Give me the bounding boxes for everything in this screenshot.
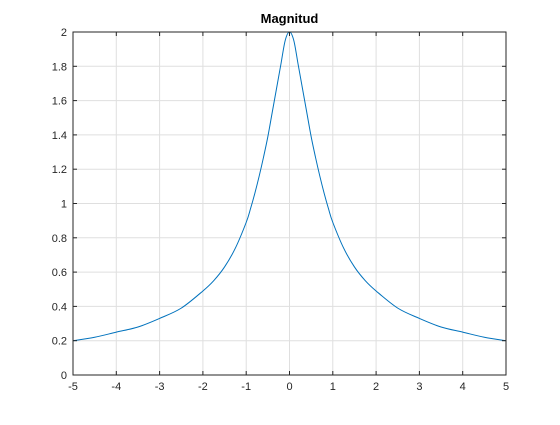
x-tick-label: 0 [286,381,292,393]
y-tick-label: 1.2 [52,164,67,176]
x-tick-label: -1 [241,381,251,393]
y-tick-label: 1.4 [52,130,67,142]
y-tick-label: 0 [61,370,67,382]
y-tick-label: 1.6 [52,96,67,108]
y-tick-label: 0.4 [52,301,67,313]
x-tick-label: -2 [198,381,208,393]
x-tick-label: 4 [460,381,466,393]
y-tick-label: 2 [61,27,67,39]
y-tick-label: 0.8 [52,233,67,245]
y-tick-label: 0.2 [52,336,67,348]
x-tick-label: -5 [68,381,78,393]
x-tick-label: 3 [416,381,422,393]
ticks [72,31,507,376]
chart-title: Magnitud [261,11,319,26]
x-tick-label: -3 [155,381,165,393]
y-tick-label: 1.8 [52,61,67,73]
tick-labels: -5 -4 -3 -2 -1 0 1 2 3 4 5 0 0.2 0.4 0.6 0.8 1 1.2 1.4 1.6 1… [52,27,509,393]
y-tick-label: 1 [61,199,67,211]
x-tick-label: 2 [373,381,379,393]
x-tick-label: 1 [330,381,336,393]
y-tick-label: 0.6 [52,267,67,279]
x-tick-label: -4 [111,381,121,393]
x-tick-label: 5 [503,381,509,393]
